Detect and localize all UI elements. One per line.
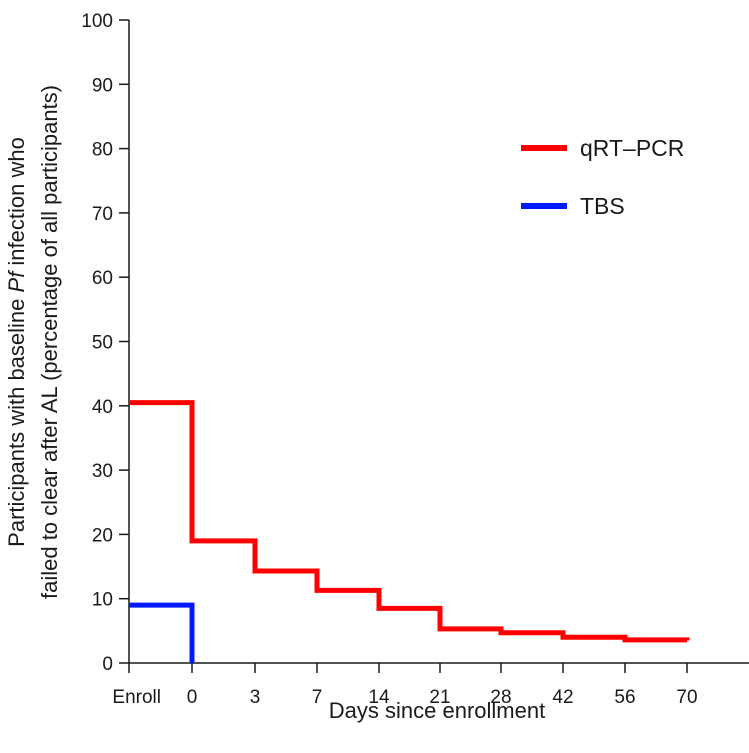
series-layer	[128, 400, 690, 664]
y-axis-title-line1: Participants with baseline Pf infection …	[4, 137, 29, 547]
legend-item: qRT–PCR	[521, 135, 684, 161]
y-axis-title: Participants with baseline Pf infection …	[4, 85, 62, 599]
y-tick-label: 30	[92, 461, 113, 482]
x-tick-label: Enroll	[112, 687, 161, 708]
x-axis: Enroll 0 3 7 14 21 28 42 56 70	[112, 662, 749, 708]
y-axis: 0 10 20 30 40 50 60 70 80 90 100	[81, 11, 130, 675]
x-tick-label: 14	[368, 687, 390, 708]
legend-item: TBS	[521, 193, 625, 219]
series-line	[129, 602, 195, 663]
y-tick-label: 60	[92, 268, 113, 289]
y-tick-label: 100	[81, 11, 113, 32]
series-line	[129, 400, 690, 643]
y-tick-label: 80	[92, 140, 113, 161]
y-tick-label: 40	[92, 397, 113, 418]
y-axis-title-italic: Pf	[4, 269, 29, 293]
x-tick-label: 0	[187, 687, 198, 708]
y-tick-label: 50	[92, 333, 113, 354]
y-axis-title-line2: failed to clear after AL (percentage of …	[37, 85, 62, 599]
x-axis-title: Days since enrollment	[329, 698, 545, 723]
y-tick-label: 90	[92, 75, 113, 96]
x-tick-label: 42	[552, 687, 573, 708]
y-axis-title-part1: Participants with baseline	[4, 292, 29, 546]
x-tick-label: 56	[614, 687, 635, 708]
y-tick-label: 20	[92, 525, 113, 546]
y-tick-label: 70	[92, 204, 113, 225]
legend-label: TBS	[580, 193, 625, 219]
series-qrt-pcr	[128, 400, 690, 643]
y-tick-label: 10	[92, 590, 113, 611]
legend: qRT–PCR TBS	[521, 135, 684, 219]
x-tick-label: 3	[250, 687, 261, 708]
series-tbs	[128, 602, 195, 664]
x-tick-label: 28	[490, 687, 511, 708]
x-tick-label: 21	[429, 687, 450, 708]
y-tick-label: 0	[102, 654, 113, 675]
y-axis-title-part2: infection who	[4, 137, 29, 272]
x-tick-label: 7	[312, 687, 323, 708]
x-tick-label: 70	[676, 687, 697, 708]
legend-label: qRT–PCR	[580, 135, 684, 161]
